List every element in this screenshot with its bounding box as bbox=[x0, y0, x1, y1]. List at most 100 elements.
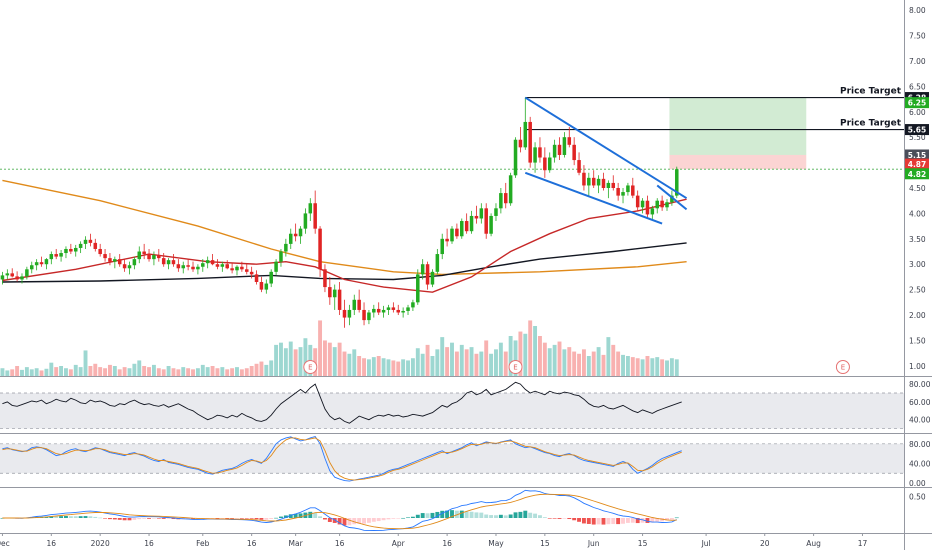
macd-histogram-bar bbox=[59, 516, 64, 518]
volume-bar bbox=[68, 369, 73, 376]
candle-body bbox=[142, 251, 146, 255]
macd-histogram-bar bbox=[518, 511, 523, 518]
volume-bar bbox=[410, 358, 415, 376]
macd-histogram-bar bbox=[538, 515, 542, 518]
candle-body bbox=[567, 137, 572, 145]
volume-bar bbox=[298, 347, 303, 376]
volume-bar bbox=[454, 351, 459, 376]
volume-bar bbox=[533, 326, 538, 376]
price-tick-label: 3.00 bbox=[909, 260, 926, 269]
candle-body bbox=[430, 271, 435, 285]
volume-bar bbox=[459, 344, 464, 376]
candle-body bbox=[337, 289, 342, 310]
macd-histogram-bar bbox=[674, 517, 679, 519]
volume-bar bbox=[552, 344, 557, 376]
volume-bar bbox=[464, 349, 469, 376]
candle-body bbox=[484, 208, 488, 234]
volume-bar bbox=[318, 320, 323, 376]
candle-body bbox=[362, 309, 366, 321]
earnings-marker-label: E bbox=[841, 364, 845, 372]
volume-bar bbox=[640, 359, 645, 376]
candle-body bbox=[235, 266, 239, 271]
volume-bar bbox=[0, 368, 5, 376]
volume-bar bbox=[391, 360, 396, 376]
macd-histogram-bar bbox=[274, 517, 279, 519]
volume-bar bbox=[230, 368, 235, 376]
macd-histogram-bar bbox=[318, 516, 323, 518]
rsi-band bbox=[0, 393, 904, 429]
macd-histogram-bar bbox=[117, 518, 122, 520]
volume-bar bbox=[669, 358, 674, 376]
volume-bar bbox=[88, 366, 93, 376]
candle-body bbox=[440, 238, 444, 255]
volume-bar bbox=[122, 367, 127, 376]
macd-histogram-bar bbox=[577, 518, 582, 522]
macd-histogram-bar bbox=[347, 518, 352, 526]
macd-histogram-bar bbox=[450, 510, 454, 518]
volume-bar bbox=[29, 369, 34, 376]
price-tick-label: 4.00 bbox=[909, 209, 926, 218]
macd-histogram-bar bbox=[616, 518, 621, 525]
risk-zone bbox=[669, 154, 807, 170]
volume-bar bbox=[15, 366, 20, 376]
candle-body bbox=[508, 175, 513, 204]
volume-bar bbox=[635, 358, 640, 376]
volume-bar bbox=[235, 367, 239, 376]
volume-bar bbox=[186, 368, 191, 376]
macd-histogram-bar bbox=[357, 518, 362, 524]
volume-bar bbox=[98, 367, 103, 376]
x-tick-label: 15 bbox=[540, 539, 550, 548]
candle-body bbox=[572, 144, 576, 161]
candle-body bbox=[240, 266, 244, 270]
candle-body bbox=[611, 182, 616, 188]
candle-body bbox=[201, 263, 205, 267]
macd-histogram-bar bbox=[562, 518, 567, 519]
macd-histogram-bar bbox=[430, 512, 435, 518]
candle-body bbox=[425, 264, 430, 285]
candle-body bbox=[264, 283, 269, 290]
macd-tick-label: 0.50 bbox=[909, 493, 926, 502]
candle-body bbox=[69, 248, 73, 252]
volume-bar bbox=[508, 336, 513, 376]
volume-bar bbox=[484, 340, 489, 376]
candle-body bbox=[298, 228, 303, 237]
macd-histogram-bar bbox=[283, 515, 288, 518]
volume-bar bbox=[54, 367, 59, 376]
price-target-label: Price Target bbox=[840, 87, 902, 97]
macd-histogram-bar bbox=[484, 514, 489, 518]
volume-bar bbox=[147, 367, 151, 376]
price-tick-label: 4.50 bbox=[909, 184, 926, 193]
candle-body bbox=[332, 289, 337, 298]
candle-body bbox=[450, 228, 454, 242]
candle-body bbox=[528, 121, 532, 163]
macd-histogram-bar bbox=[249, 518, 254, 519]
candle-body bbox=[117, 259, 122, 265]
candle-body bbox=[137, 251, 142, 260]
candle-body bbox=[171, 260, 176, 265]
candle-body bbox=[616, 188, 620, 196]
macd-histogram-bar bbox=[469, 511, 474, 518]
volume-bar bbox=[371, 357, 376, 376]
candle-body bbox=[347, 309, 352, 318]
volume-bar bbox=[274, 344, 279, 376]
macd-histogram-bar bbox=[596, 518, 601, 525]
x-tick-label: Feb bbox=[196, 539, 210, 548]
macd-histogram-bar bbox=[606, 518, 611, 525]
macd-histogram-bar bbox=[547, 518, 552, 519]
candle-body bbox=[122, 264, 127, 269]
candle-body bbox=[161, 258, 166, 265]
candle-body bbox=[352, 299, 357, 310]
macd-histogram-bar bbox=[533, 513, 538, 518]
macd-histogram-bar bbox=[308, 511, 313, 518]
macd-histogram-bar bbox=[386, 518, 391, 520]
candle-body bbox=[494, 208, 498, 216]
macd-histogram-bar bbox=[137, 518, 142, 520]
candle-body bbox=[640, 200, 645, 208]
candle-body bbox=[489, 215, 493, 234]
rsi-pane bbox=[0, 381, 904, 429]
candle-body bbox=[186, 265, 190, 267]
candle-body bbox=[596, 178, 601, 186]
macd-histogram-bar bbox=[503, 515, 508, 518]
macd-histogram-bar bbox=[73, 516, 78, 518]
volume-bar bbox=[489, 353, 494, 376]
